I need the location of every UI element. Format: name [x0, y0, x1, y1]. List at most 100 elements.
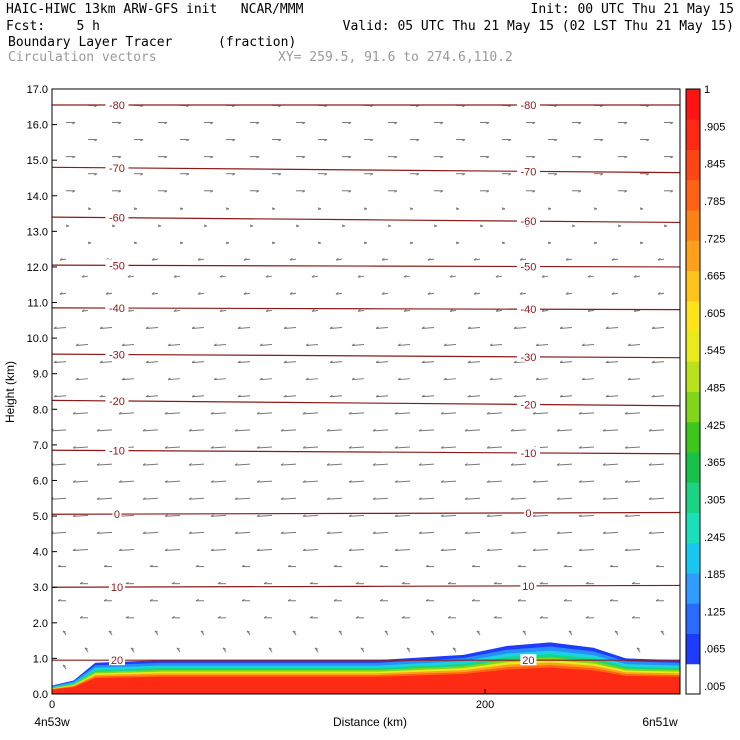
colorbar-segment — [686, 240, 700, 271]
vector-arrow — [602, 463, 619, 466]
field-units: (fraction) — [218, 35, 297, 50]
vector-arrowhead — [486, 190, 490, 193]
vector-arrowhead — [581, 377, 585, 381]
vector-arrow — [372, 497, 389, 500]
vector-arrow — [164, 514, 181, 517]
vector-arrowhead — [176, 647, 180, 650]
vector-arrow — [191, 361, 205, 364]
vector-arrow — [581, 378, 595, 381]
vector-arrow — [624, 412, 641, 415]
contour-label-bg — [105, 302, 129, 314]
init-time: Init: 00 UTC Thu 21 May 15 — [530, 2, 735, 17]
vector-arrowhead — [96, 463, 100, 466]
y-tick-label: 16.0 — [27, 120, 48, 132]
vector-arrow — [75, 378, 89, 381]
y-tick-label: 2.0 — [33, 618, 48, 630]
vector-arrowhead — [602, 428, 606, 432]
vector-arrowhead — [517, 598, 521, 602]
vector-arrowhead — [65, 225, 70, 227]
vector-arrowhead — [609, 564, 613, 568]
vector-arrow — [145, 361, 159, 364]
vector-arrowhead — [305, 377, 309, 381]
vector-arrowhead — [394, 156, 398, 159]
vector-arrowhead — [338, 630, 342, 633]
vector-arrowhead — [280, 463, 284, 466]
vector-arrowhead — [655, 564, 659, 568]
vector-arrowhead — [375, 394, 379, 398]
vector-arrow — [280, 463, 297, 466]
vector-arrow — [121, 344, 135, 347]
contour-label-bg — [105, 259, 129, 271]
vector-arrow — [259, 378, 273, 381]
contour-label: 10 — [111, 582, 123, 594]
vector-arrowhead — [348, 548, 352, 551]
vector-arrowhead — [670, 156, 674, 159]
vector-arrowhead — [513, 326, 517, 329]
vector-arrowhead — [263, 615, 267, 619]
vector-arrowhead — [326, 428, 330, 432]
vector-arrowhead — [72, 480, 76, 483]
vector-arrowhead — [539, 615, 543, 619]
vector-arrowhead — [387, 225, 392, 227]
vector-arrowhead — [210, 480, 214, 483]
vector-arrow — [443, 378, 457, 381]
vector-arrow — [213, 378, 227, 381]
vector-arrowhead — [401, 615, 405, 619]
vector-arrowhead — [210, 122, 214, 125]
vector-arrowhead — [433, 225, 438, 227]
vector-arrow — [648, 463, 665, 466]
colorbar-segment — [686, 119, 700, 150]
vector-arrowhead — [556, 428, 560, 432]
vector-arrow — [486, 446, 503, 449]
vector-arrowhead — [87, 242, 92, 245]
vector-arrowhead — [263, 581, 267, 585]
vector-arrow — [351, 378, 365, 381]
vector-arrowhead — [99, 360, 103, 364]
vector-arrowhead — [195, 564, 199, 568]
y-tick-label: 7.0 — [33, 440, 48, 452]
vector-arrowhead — [164, 480, 168, 483]
vector-arrow — [602, 429, 619, 432]
vector-arrowhead — [295, 225, 300, 227]
vector-arrow — [164, 412, 181, 415]
vector-arrowhead — [57, 564, 61, 568]
vector-arrow — [348, 514, 365, 517]
vector-arrowhead — [311, 309, 315, 312]
vector-arrowhead — [532, 411, 536, 415]
vector-arrowhead — [556, 531, 560, 534]
contour-label-bg — [108, 581, 125, 593]
vector-arrowhead — [556, 463, 560, 466]
vector-arrowhead — [246, 630, 250, 633]
vector-arrow — [440, 514, 457, 517]
vector-arrowhead — [317, 208, 322, 210]
vector-arrowhead — [292, 630, 296, 633]
contour-label: -50 — [109, 260, 125, 272]
vector-arrowhead — [188, 497, 192, 500]
field-title: Boundary Layer Tracer — [8, 35, 173, 50]
vector-arrowhead — [222, 647, 226, 650]
vector-arrow — [121, 378, 135, 381]
vector-arrowhead — [62, 664, 66, 667]
vector-arrowhead — [305, 343, 309, 346]
colorbar-frame — [685, 88, 701, 695]
vector-arrowhead — [348, 156, 352, 159]
vector-arrowhead — [249, 225, 254, 227]
vector-arrow — [602, 497, 619, 500]
colorbar: .005 .065 .125 .185 .245 .305 .365 .425 .485 .545… — [685, 84, 725, 695]
vector-arrowhead — [486, 122, 490, 125]
vector-arrow — [375, 326, 389, 329]
vector-arrowhead — [118, 480, 122, 483]
vector-arrow — [305, 344, 319, 347]
vector-arrow — [118, 514, 135, 517]
vector-arrow — [513, 395, 527, 398]
vector-arrowhead — [578, 411, 582, 415]
vector-arrowhead — [578, 514, 582, 517]
vector-arrowhead — [53, 326, 57, 329]
vector-arrowhead — [464, 463, 468, 466]
vector-arrowhead — [278, 173, 282, 176]
colorbar-label: .425 — [704, 420, 725, 432]
vector-arrowhead — [94, 139, 98, 142]
vector-arrow — [556, 463, 573, 466]
vector-arrowhead — [59, 292, 63, 295]
